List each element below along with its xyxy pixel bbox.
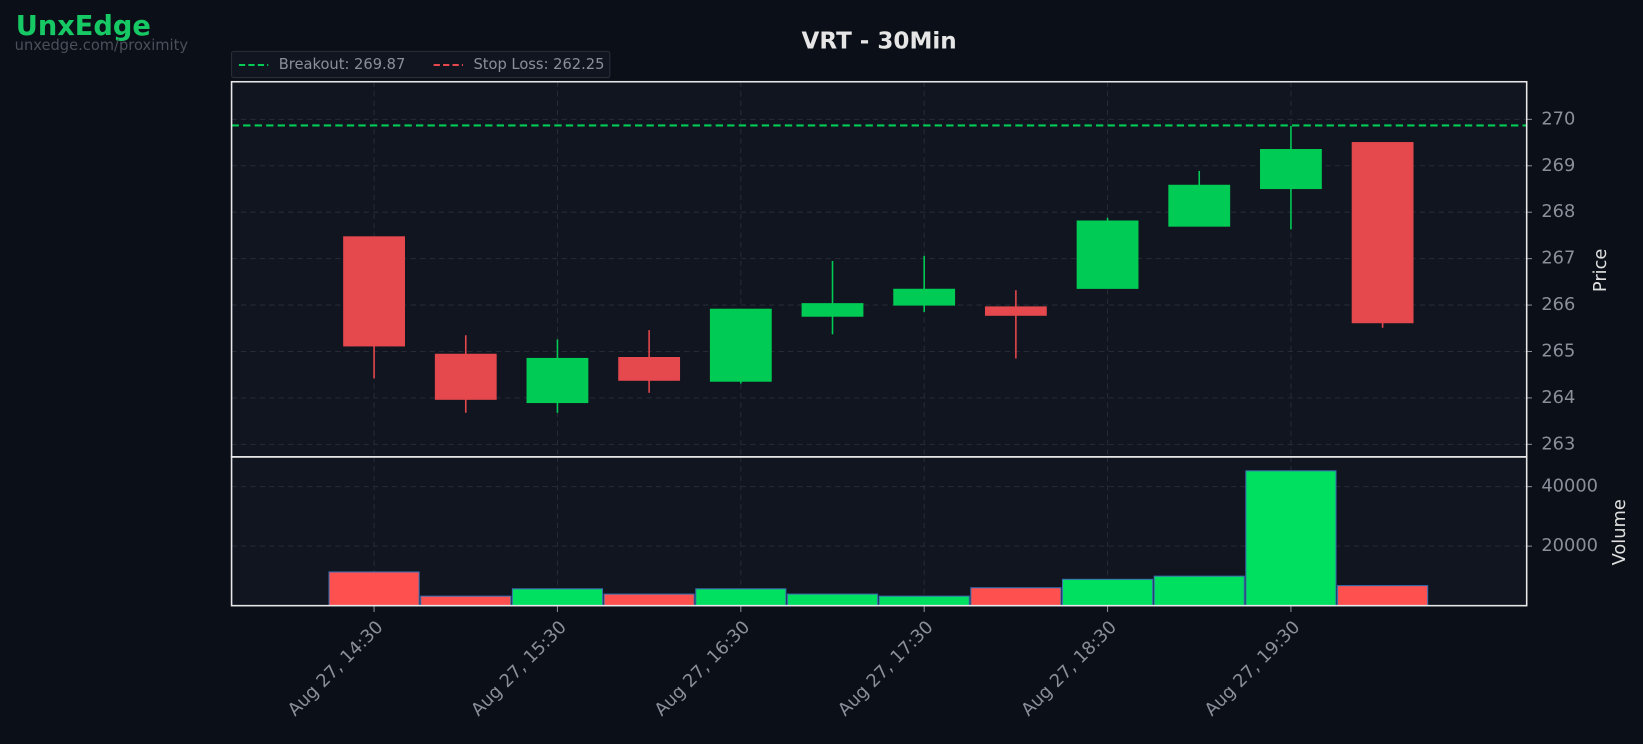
legend-box [231,50,611,79]
candle-body [709,308,772,382]
volume-bar [1245,470,1337,607]
candle-body [1260,149,1322,190]
candle-body [1351,142,1414,324]
volume-bar [1061,578,1154,607]
volume-bar [695,588,787,607]
y-tick-label: 20000 [1541,535,1598,556]
y-tick-label: 267 [1541,248,1575,269]
candle-body [1168,184,1231,227]
candle-body [526,357,589,404]
volume-bar [970,587,1062,607]
brand-url: unxedge.com/proximity [15,37,189,54]
candle-body [1076,220,1139,289]
price-panel [231,81,1527,457]
brand-name: UnxEdge [16,11,151,42]
volume-bar [603,593,695,607]
y-tick-label: 266 [1541,294,1575,315]
y-tick-label: 270 [1541,108,1575,129]
y-tick-label: 265 [1541,340,1575,361]
reference-lines [231,124,1527,127]
legend-label: Breakout: 269.87 [279,56,406,73]
y-tick-label: 40000 [1541,476,1598,497]
volume-bar [878,595,970,607]
candle-body [984,306,1047,316]
chart-title: VRT - 30Min [802,28,957,54]
candle-body [618,356,681,381]
volume-bar [420,595,512,607]
y-tick-label: 268 [1541,201,1575,222]
volume-axis-label: Volume [1609,499,1630,565]
candle-body [801,303,864,317]
candle-body [893,288,956,306]
candle-body [343,236,405,347]
volume-bar [511,588,604,607]
y-axis-label: Price [1590,249,1611,292]
volume-bar [786,593,879,607]
candle-body [434,353,497,400]
volume-frame [230,456,1528,607]
volume-bar [328,571,420,607]
y-tick-label: 263 [1541,433,1575,454]
y-tick-label: 264 [1541,387,1575,408]
legend-label: Stop Loss: 262.25 [473,56,604,73]
volume-bar [1153,575,1245,607]
volume-bar [1337,585,1429,607]
y-tick-label: 269 [1541,155,1575,176]
